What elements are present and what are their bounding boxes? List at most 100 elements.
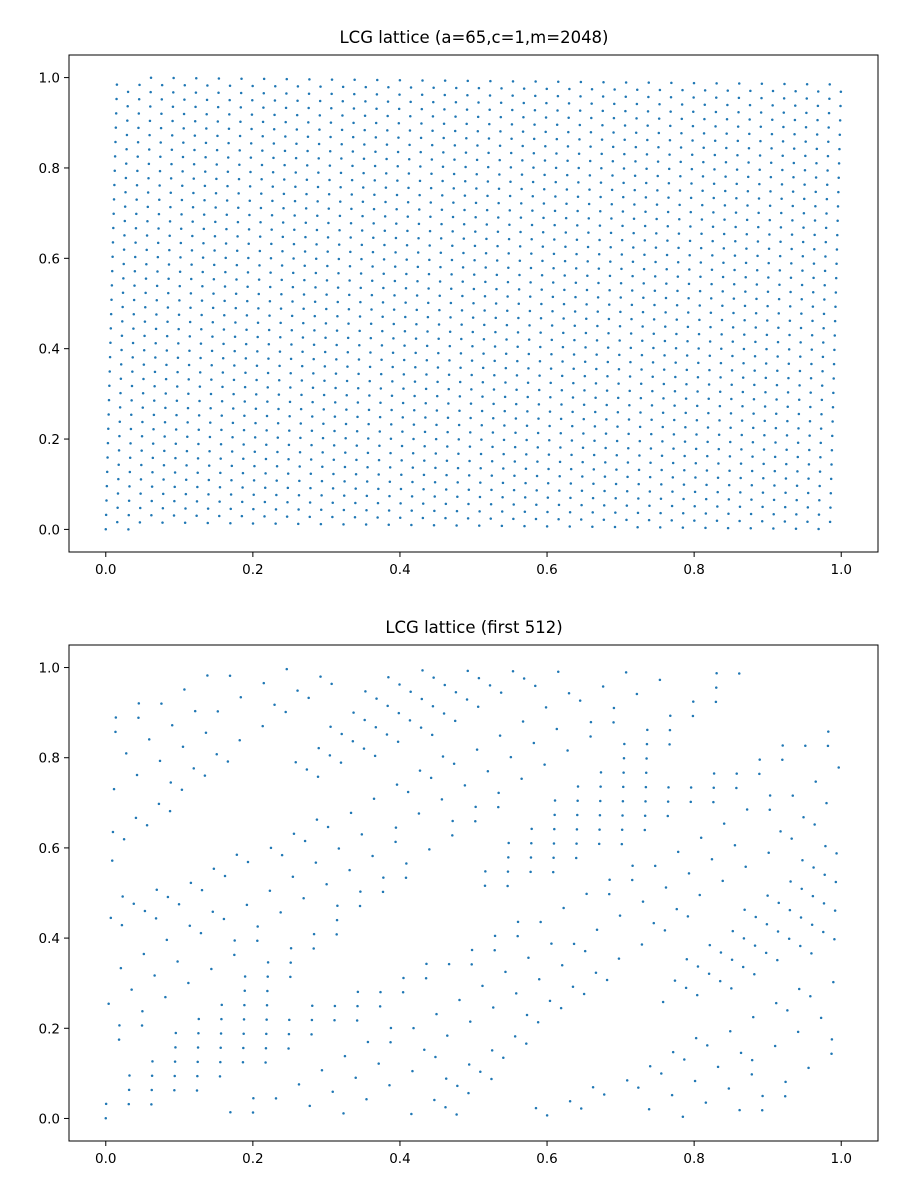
data-point xyxy=(248,213,251,217)
data-point xyxy=(132,313,136,316)
data-point xyxy=(795,484,799,487)
data-point xyxy=(626,461,630,464)
y-tick-label: 0.0 xyxy=(39,1111,60,1127)
data-point xyxy=(330,107,333,110)
x-tick-label: 0.6 xyxy=(536,562,557,578)
data-point xyxy=(686,325,690,329)
data-point xyxy=(660,483,663,486)
data-point xyxy=(438,308,441,312)
data-point xyxy=(312,357,315,361)
data-point xyxy=(181,184,184,187)
data-point xyxy=(265,1004,269,1007)
data-point xyxy=(775,383,779,387)
data-point xyxy=(177,342,180,345)
data-point xyxy=(500,510,504,513)
data-point xyxy=(264,457,268,461)
data-point xyxy=(759,125,763,129)
data-point xyxy=(637,497,640,500)
data-point xyxy=(267,357,270,360)
data-point xyxy=(258,249,262,253)
data-point xyxy=(116,492,120,495)
data-point xyxy=(141,392,145,395)
data-point xyxy=(492,402,495,406)
data-point xyxy=(253,464,256,468)
data-point xyxy=(794,90,797,93)
data-point xyxy=(548,424,551,428)
data-point xyxy=(363,718,366,722)
data-point xyxy=(664,296,668,300)
data-point xyxy=(622,771,625,774)
data-point xyxy=(460,309,464,312)
data-point xyxy=(164,995,167,999)
data-point xyxy=(620,828,624,832)
data-point xyxy=(681,512,685,515)
data-point xyxy=(289,371,292,375)
data-point xyxy=(379,401,382,405)
data-point xyxy=(598,238,601,242)
data-point xyxy=(120,334,124,337)
data-point xyxy=(620,842,624,846)
data-point xyxy=(613,102,616,106)
data-point xyxy=(271,170,275,174)
data-point xyxy=(758,758,761,761)
data-point xyxy=(692,110,695,114)
data-point xyxy=(219,471,222,475)
data-point xyxy=(672,418,676,422)
data-point xyxy=(836,219,839,223)
data-point xyxy=(174,1031,178,1035)
data-point xyxy=(783,520,787,523)
data-point xyxy=(467,1063,471,1066)
data-point xyxy=(534,94,537,98)
data-point xyxy=(554,195,557,198)
data-point xyxy=(414,351,417,355)
data-point xyxy=(249,156,253,159)
data-point xyxy=(169,191,173,194)
data-point xyxy=(476,129,480,133)
data-point xyxy=(435,423,438,427)
y-tick-label: 0.6 xyxy=(39,251,60,267)
data-point xyxy=(796,455,800,459)
data-point xyxy=(259,221,262,224)
data-point xyxy=(309,486,312,490)
data-point xyxy=(118,406,122,409)
data-point xyxy=(227,141,230,145)
data-point xyxy=(771,89,775,93)
data-point xyxy=(282,206,285,210)
data-point xyxy=(223,299,226,303)
data-point xyxy=(233,364,236,367)
data-point xyxy=(446,430,449,434)
data-point xyxy=(190,249,194,252)
data-point xyxy=(194,91,198,94)
data-point xyxy=(668,139,672,142)
data-point xyxy=(410,495,414,498)
data-point xyxy=(545,101,548,105)
data-point xyxy=(576,209,579,213)
data-point xyxy=(410,1112,413,1116)
data-point xyxy=(837,766,840,769)
data-point xyxy=(555,727,559,731)
data-point xyxy=(706,1044,709,1047)
data-point xyxy=(260,192,263,195)
data-point xyxy=(243,975,247,978)
data-point xyxy=(145,262,148,266)
data-point xyxy=(397,136,400,139)
data-point xyxy=(312,932,316,936)
data-point xyxy=(281,249,284,253)
data-point xyxy=(446,1034,449,1037)
data-point xyxy=(171,119,174,123)
data-point xyxy=(707,411,710,415)
data-point xyxy=(365,494,369,498)
data-point xyxy=(120,923,124,927)
data-point xyxy=(657,131,661,135)
data-point xyxy=(693,504,696,508)
data-point xyxy=(388,466,392,469)
data-point xyxy=(659,497,663,500)
data-point xyxy=(475,748,479,751)
data-point xyxy=(535,503,538,506)
data-point xyxy=(289,975,292,979)
data-point xyxy=(304,235,307,239)
data-point xyxy=(151,442,155,445)
data-point xyxy=(494,302,498,305)
data-point xyxy=(516,934,519,938)
data-point xyxy=(249,170,252,174)
